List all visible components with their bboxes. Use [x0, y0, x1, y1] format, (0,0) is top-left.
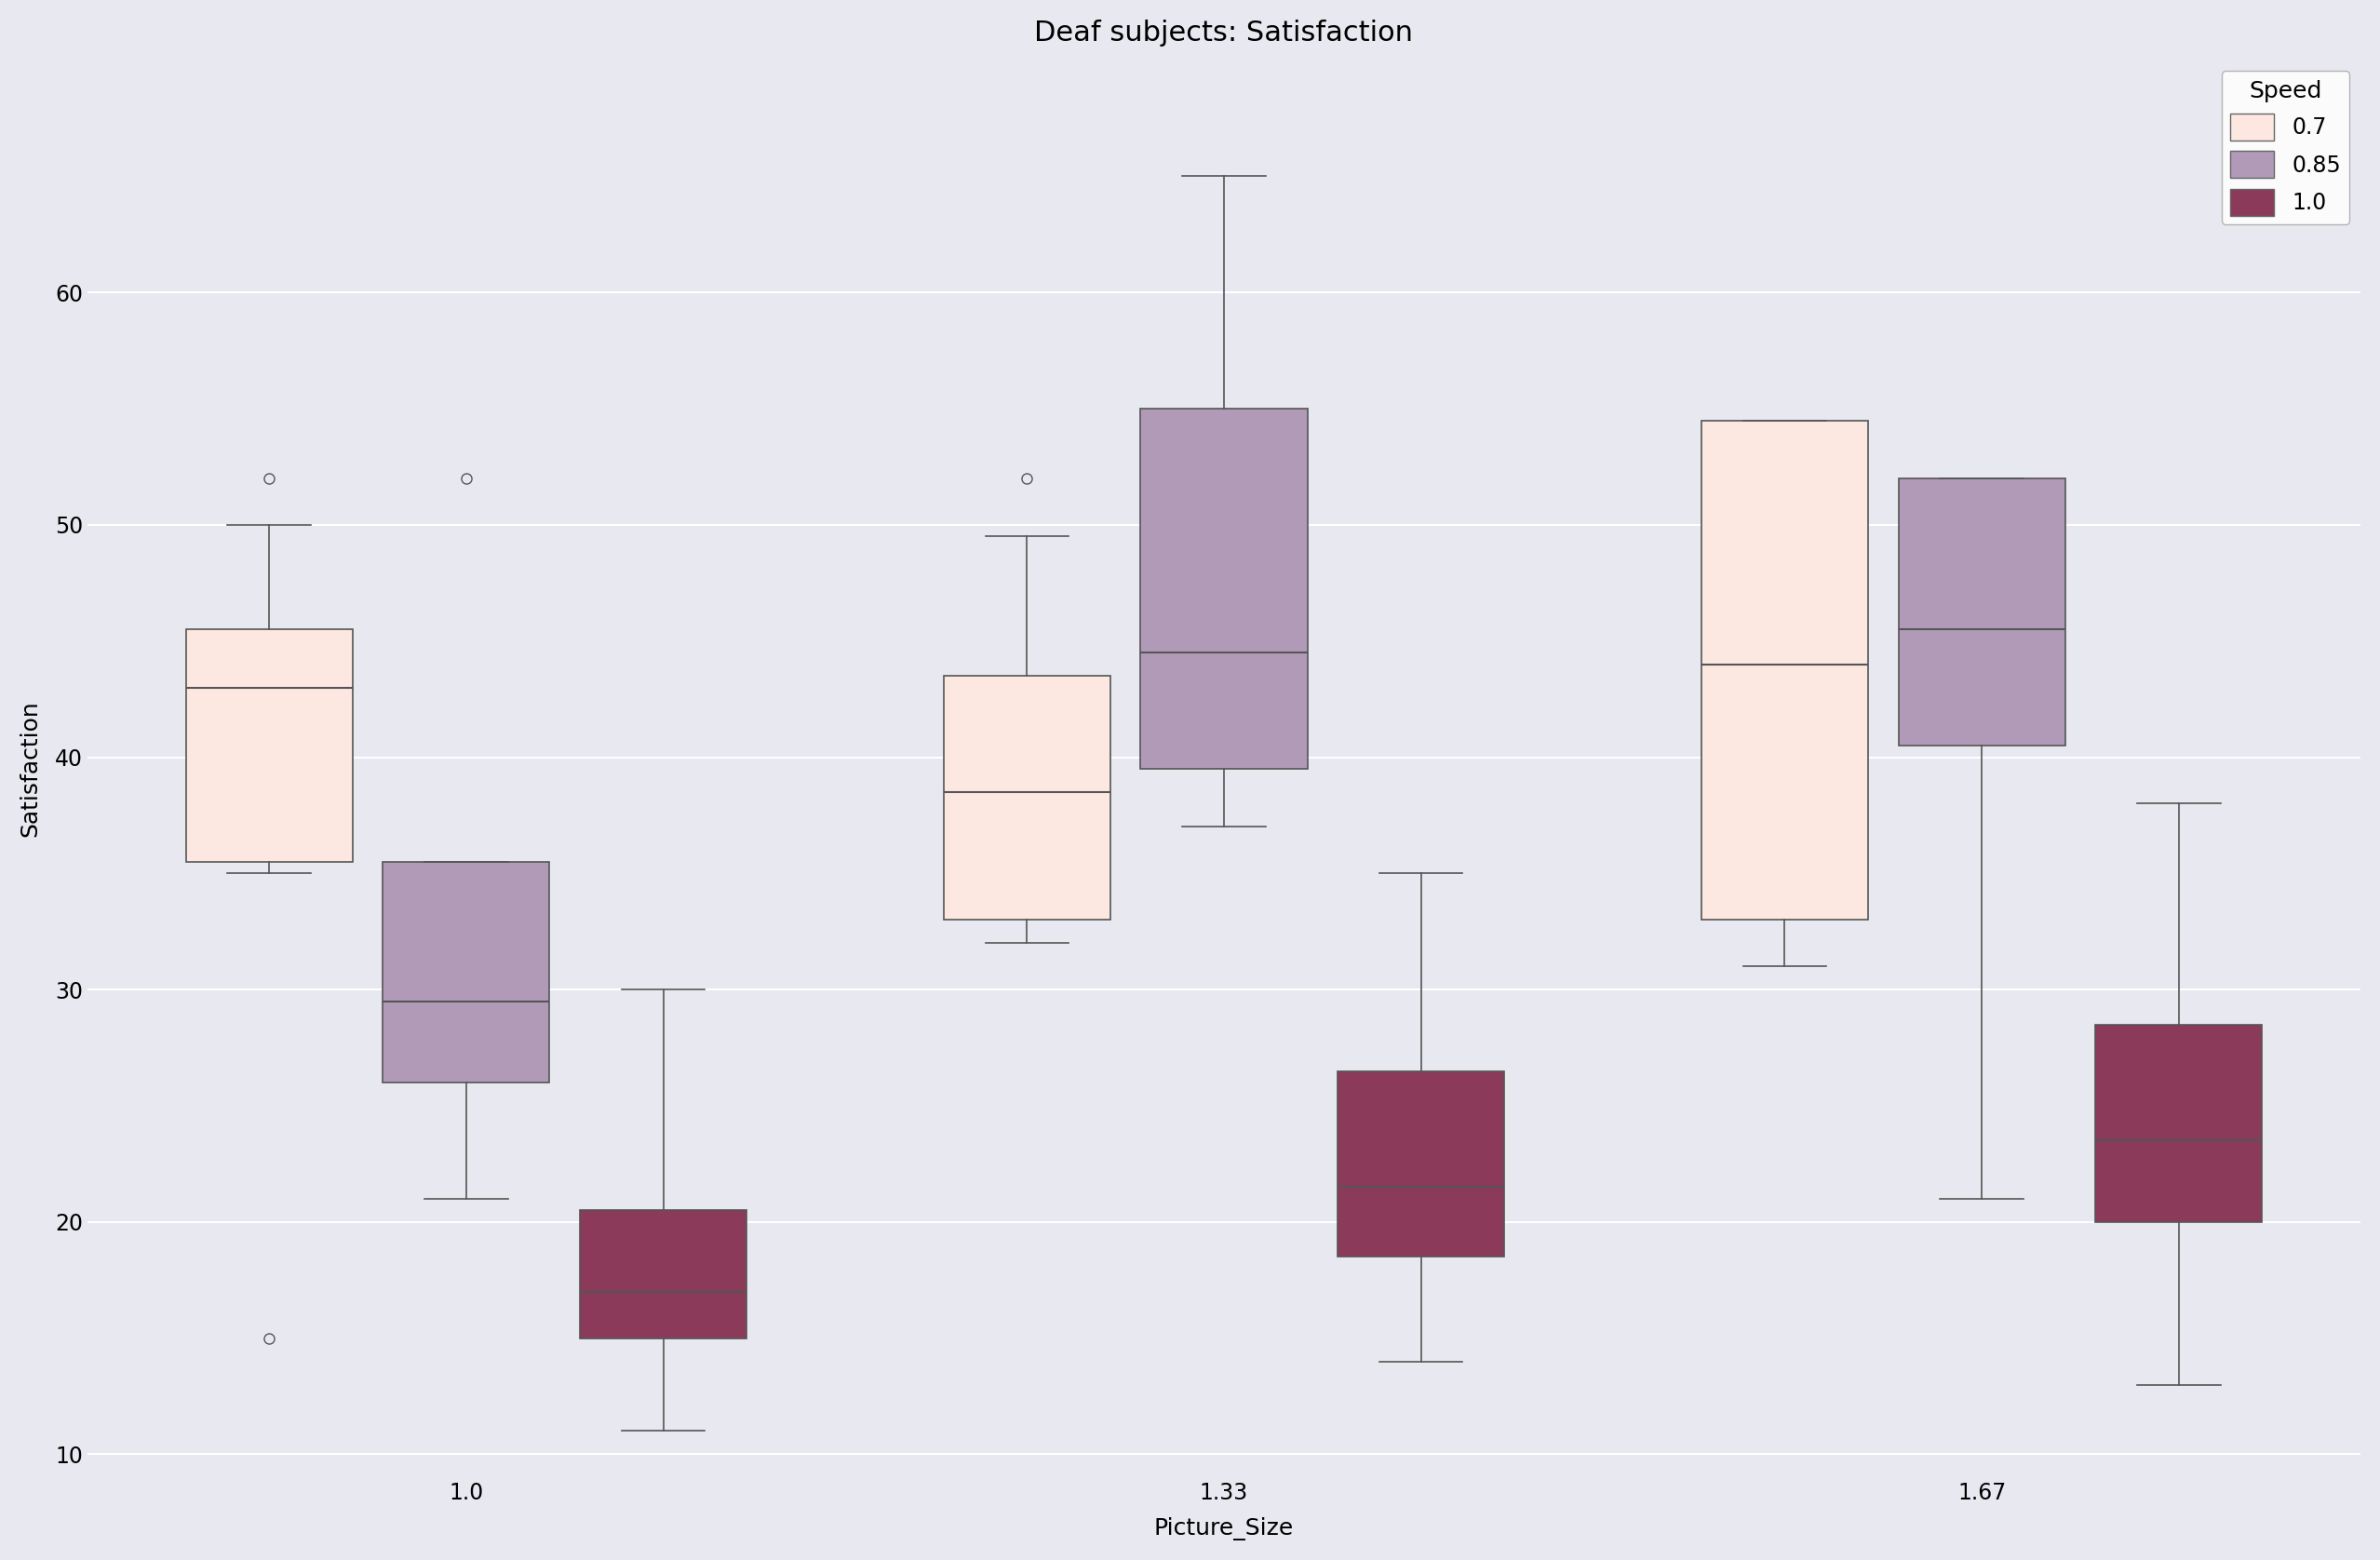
PathPatch shape	[942, 675, 1111, 920]
Title: Deaf subjects: Satisfaction: Deaf subjects: Satisfaction	[1035, 19, 1414, 47]
PathPatch shape	[2094, 1025, 2261, 1221]
PathPatch shape	[1338, 1070, 1504, 1257]
PathPatch shape	[581, 1211, 747, 1338]
X-axis label: Picture_Size: Picture_Size	[1154, 1518, 1295, 1541]
Legend: 0.7, 0.85, 1.0: 0.7, 0.85, 1.0	[2221, 72, 2349, 225]
Y-axis label: Satisfaction: Satisfaction	[19, 700, 43, 838]
PathPatch shape	[1899, 479, 2066, 746]
PathPatch shape	[186, 629, 352, 861]
PathPatch shape	[383, 861, 550, 1083]
PathPatch shape	[1140, 409, 1307, 769]
PathPatch shape	[1702, 420, 1868, 920]
